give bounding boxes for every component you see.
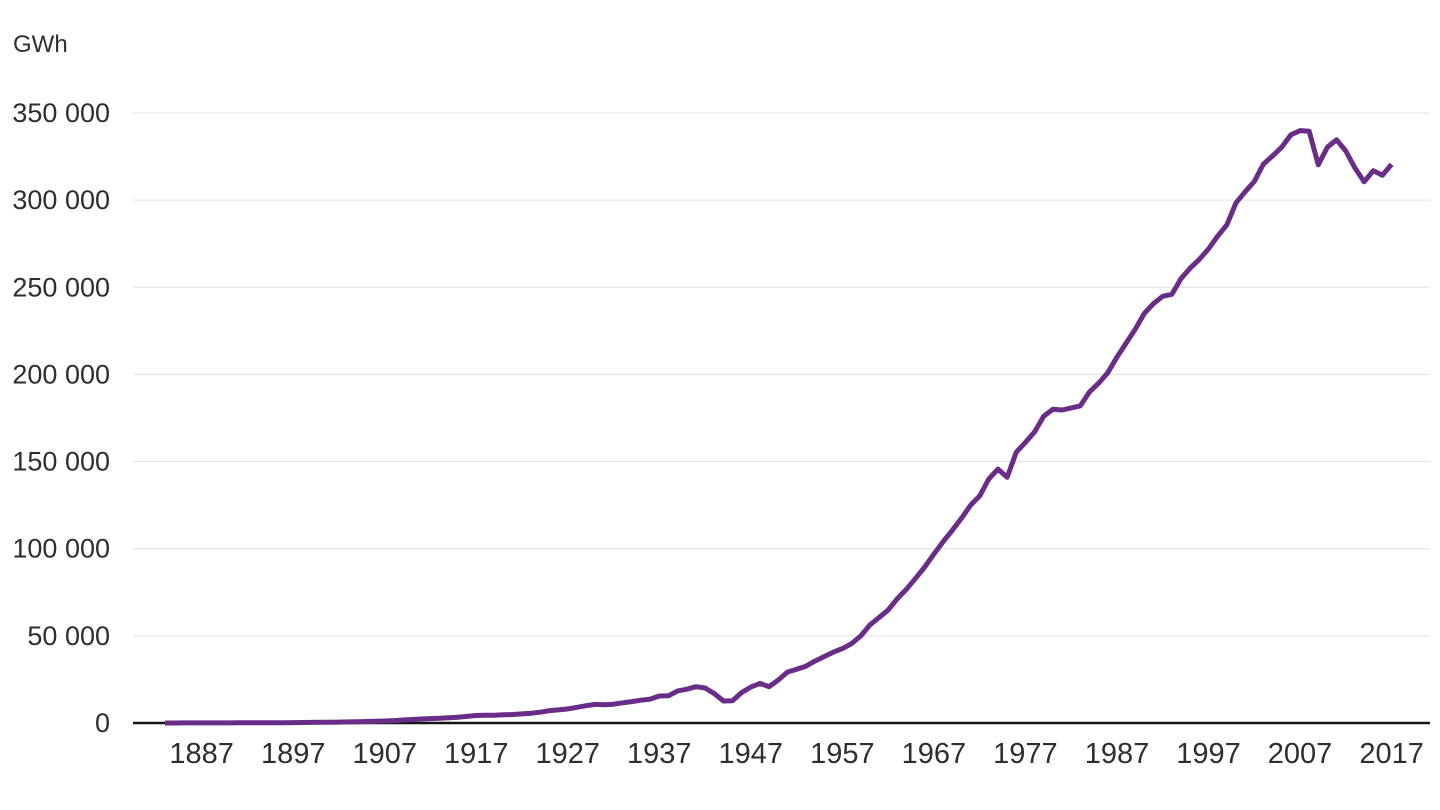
data-line	[165, 128, 1394, 726]
x-tick-label: 1887	[169, 738, 234, 770]
y-tick-label: 50 000	[27, 621, 110, 651]
y-tick-label: 250 000	[12, 272, 110, 302]
x-tick-label: 1987	[1085, 738, 1150, 770]
x-tick-label: 1897	[261, 738, 326, 770]
y-tick-label: 300 000	[12, 185, 110, 215]
x-tick-label: 1957	[810, 738, 875, 770]
x-tick-label: 2007	[1268, 738, 1333, 770]
x-tick-label: 1907	[352, 738, 417, 770]
x-tick-label: 1927	[536, 738, 601, 770]
x-tick-label: 1967	[902, 738, 967, 770]
x-tick-label: 1917	[444, 738, 509, 770]
y-axis-unit-label: GWh	[13, 31, 68, 58]
y-tick-label: 150 000	[12, 447, 110, 477]
y-tick-label: 350 000	[12, 98, 110, 128]
x-tick-label: 1947	[719, 738, 784, 770]
x-tick-label: 1937	[627, 738, 692, 770]
x-tick-label: 1997	[1176, 738, 1241, 770]
y-tick-label: 0	[95, 708, 110, 738]
x-tick-label: 1977	[993, 738, 1058, 770]
y-tick-label: 200 000	[12, 359, 110, 389]
x-tick-label: 2017	[1359, 738, 1424, 770]
y-tick-label: 100 000	[12, 534, 110, 564]
